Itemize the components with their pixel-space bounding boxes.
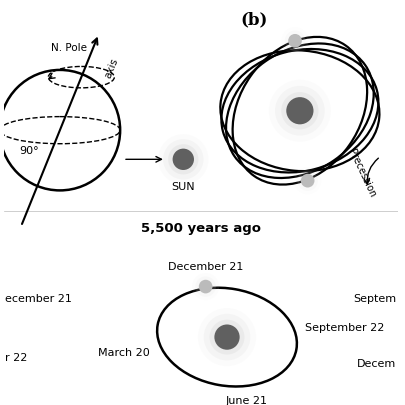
Circle shape [284,32,305,52]
Circle shape [198,280,212,294]
Text: 5,500 years ago: 5,500 years ago [141,221,260,234]
Circle shape [173,150,193,170]
Circle shape [202,284,209,290]
Circle shape [287,99,311,124]
Circle shape [293,168,320,195]
Circle shape [291,38,298,45]
Circle shape [300,175,314,188]
Text: March 20: March 20 [97,347,149,357]
Text: December 21: December 21 [168,261,243,271]
Circle shape [286,98,313,125]
Text: Septem: Septem [352,294,395,303]
Text: Precession: Precession [345,147,377,198]
Circle shape [281,93,318,130]
Circle shape [214,325,239,350]
Text: SUN: SUN [171,181,195,191]
Circle shape [274,87,324,136]
Circle shape [178,155,188,165]
Circle shape [209,320,244,355]
Text: r 22: r 22 [6,352,28,362]
Circle shape [215,326,238,349]
Circle shape [288,35,301,49]
Circle shape [172,149,194,171]
Text: (b): (b) [240,12,267,29]
Text: Decem: Decem [356,358,395,369]
Circle shape [293,105,305,118]
Text: axis: axis [102,56,119,79]
Circle shape [203,314,250,360]
Circle shape [195,277,215,297]
Circle shape [168,145,198,175]
Text: N. Pole: N. Pole [51,43,87,52]
Circle shape [288,35,301,49]
Circle shape [300,175,314,188]
Text: ecember 21: ecember 21 [6,294,72,303]
Circle shape [221,331,232,343]
Text: 90°: 90° [19,145,38,155]
Circle shape [303,178,310,185]
Circle shape [198,280,212,294]
Circle shape [163,140,203,180]
Circle shape [297,171,317,192]
Text: September 22: September 22 [304,323,383,333]
Circle shape [192,273,219,301]
Text: June 21: June 21 [225,395,267,405]
Circle shape [281,28,308,55]
